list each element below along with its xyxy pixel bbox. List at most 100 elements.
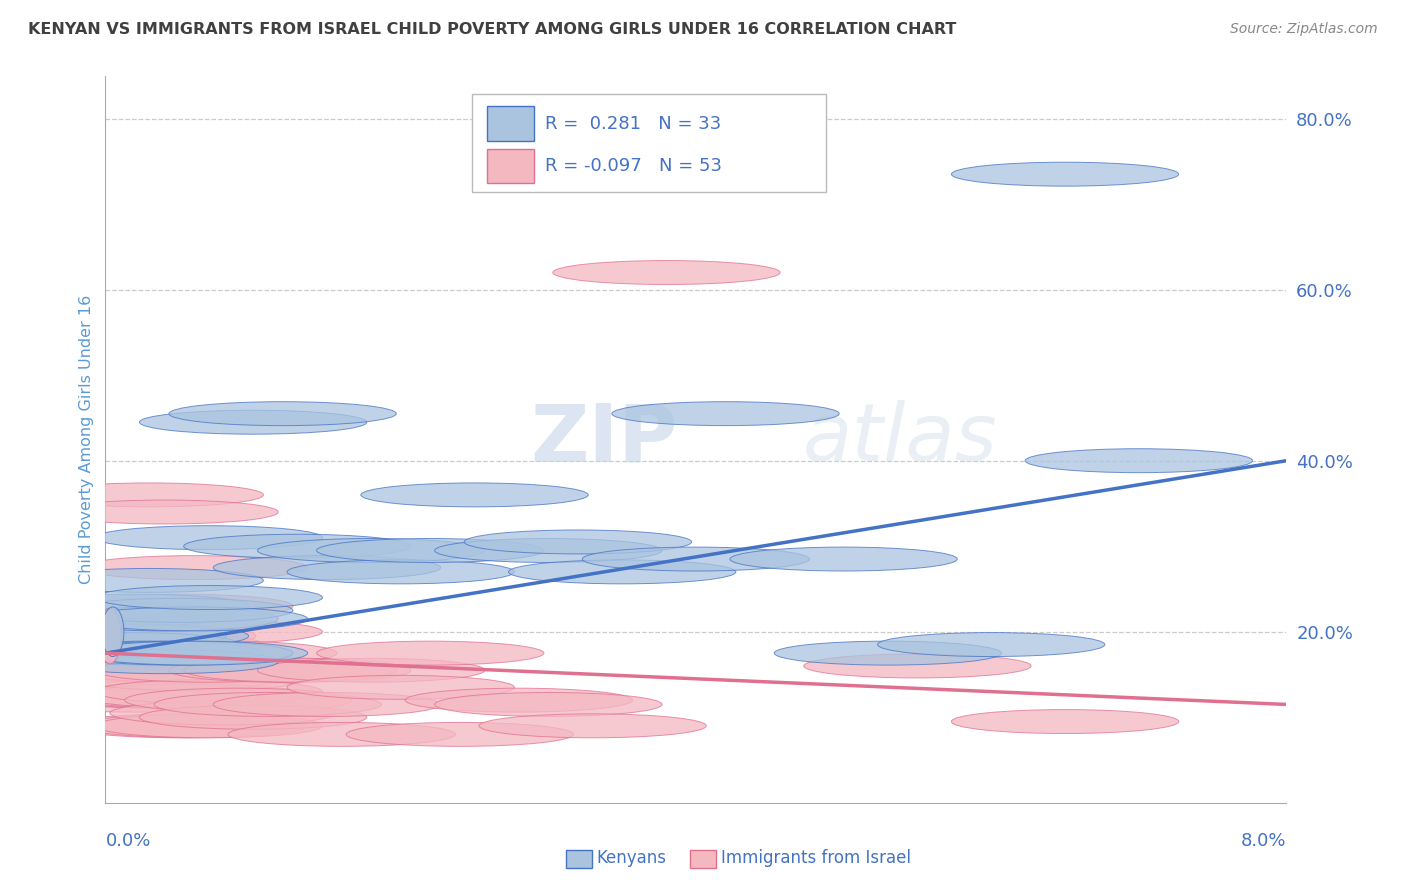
Ellipse shape [96, 680, 322, 704]
Ellipse shape [257, 658, 485, 682]
Ellipse shape [0, 641, 224, 665]
Ellipse shape [98, 608, 121, 664]
Ellipse shape [51, 607, 278, 631]
Ellipse shape [66, 641, 292, 665]
Ellipse shape [1025, 449, 1253, 473]
Ellipse shape [804, 654, 1031, 678]
Text: atlas: atlas [803, 401, 997, 478]
Ellipse shape [37, 684, 263, 708]
Ellipse shape [21, 594, 249, 618]
Ellipse shape [66, 594, 292, 618]
Ellipse shape [80, 714, 308, 738]
Ellipse shape [479, 714, 706, 738]
Ellipse shape [51, 667, 278, 690]
Ellipse shape [96, 658, 322, 682]
Ellipse shape [96, 714, 322, 738]
Ellipse shape [37, 483, 263, 507]
Ellipse shape [214, 692, 440, 716]
Text: Kenyans: Kenyans [596, 849, 666, 867]
Ellipse shape [21, 637, 249, 661]
Ellipse shape [66, 714, 292, 738]
Ellipse shape [214, 556, 440, 580]
Ellipse shape [509, 560, 735, 584]
Ellipse shape [257, 539, 485, 563]
Ellipse shape [582, 547, 810, 571]
Ellipse shape [464, 530, 692, 554]
Ellipse shape [37, 649, 263, 673]
Ellipse shape [14, 632, 242, 657]
Ellipse shape [96, 525, 322, 549]
Ellipse shape [434, 692, 662, 716]
Ellipse shape [169, 658, 396, 682]
Ellipse shape [21, 624, 249, 648]
Ellipse shape [952, 709, 1178, 733]
Ellipse shape [80, 684, 308, 708]
Ellipse shape [405, 689, 633, 712]
Ellipse shape [96, 620, 322, 644]
Ellipse shape [80, 641, 308, 665]
Ellipse shape [37, 646, 263, 669]
Ellipse shape [228, 723, 456, 747]
Text: Source: ZipAtlas.com: Source: ZipAtlas.com [1230, 22, 1378, 37]
Ellipse shape [184, 658, 411, 682]
Ellipse shape [7, 603, 233, 626]
Ellipse shape [37, 641, 263, 665]
Ellipse shape [316, 539, 544, 563]
Ellipse shape [37, 632, 263, 657]
Ellipse shape [51, 649, 278, 673]
Ellipse shape [110, 641, 337, 665]
Ellipse shape [730, 547, 957, 571]
Ellipse shape [316, 641, 544, 665]
Ellipse shape [155, 692, 381, 716]
Ellipse shape [184, 534, 411, 558]
Bar [690, 850, 716, 868]
FancyBboxPatch shape [471, 94, 825, 192]
Ellipse shape [952, 162, 1178, 186]
Ellipse shape [28, 624, 256, 648]
Ellipse shape [346, 723, 574, 747]
Ellipse shape [110, 701, 337, 725]
Ellipse shape [14, 641, 242, 665]
Ellipse shape [7, 654, 233, 678]
Ellipse shape [434, 539, 662, 563]
Ellipse shape [80, 607, 308, 631]
Ellipse shape [66, 684, 292, 708]
Ellipse shape [0, 628, 226, 652]
Ellipse shape [361, 483, 588, 507]
Ellipse shape [80, 556, 308, 580]
Ellipse shape [66, 658, 292, 682]
Ellipse shape [139, 410, 367, 434]
Bar [567, 850, 592, 868]
Ellipse shape [51, 500, 278, 524]
Text: 0.0%: 0.0% [105, 832, 150, 850]
Ellipse shape [80, 667, 308, 690]
Ellipse shape [96, 585, 322, 609]
Ellipse shape [775, 641, 1001, 665]
Ellipse shape [287, 675, 515, 699]
Ellipse shape [21, 658, 249, 682]
Ellipse shape [51, 684, 278, 708]
Text: R = -0.097   N = 53: R = -0.097 N = 53 [544, 157, 721, 175]
Bar [486, 106, 534, 141]
Y-axis label: Child Poverty Among Girls Under 16: Child Poverty Among Girls Under 16 [79, 294, 94, 584]
Text: ZIP: ZIP [530, 401, 678, 478]
Ellipse shape [51, 641, 278, 665]
Ellipse shape [0, 624, 226, 648]
Ellipse shape [553, 260, 780, 285]
Ellipse shape [66, 646, 292, 669]
Ellipse shape [21, 689, 249, 712]
Ellipse shape [7, 632, 233, 657]
Ellipse shape [14, 667, 242, 690]
Text: 8.0%: 8.0% [1241, 832, 1286, 850]
Ellipse shape [125, 689, 352, 712]
Ellipse shape [37, 658, 263, 682]
Ellipse shape [877, 632, 1105, 657]
Ellipse shape [287, 560, 515, 584]
Text: R =  0.281   N = 33: R = 0.281 N = 33 [544, 115, 721, 133]
Ellipse shape [169, 401, 396, 425]
Ellipse shape [139, 706, 367, 730]
Ellipse shape [101, 607, 124, 657]
Ellipse shape [66, 599, 292, 623]
Bar [486, 149, 534, 184]
Text: Immigrants from Israel: Immigrants from Israel [721, 849, 911, 867]
